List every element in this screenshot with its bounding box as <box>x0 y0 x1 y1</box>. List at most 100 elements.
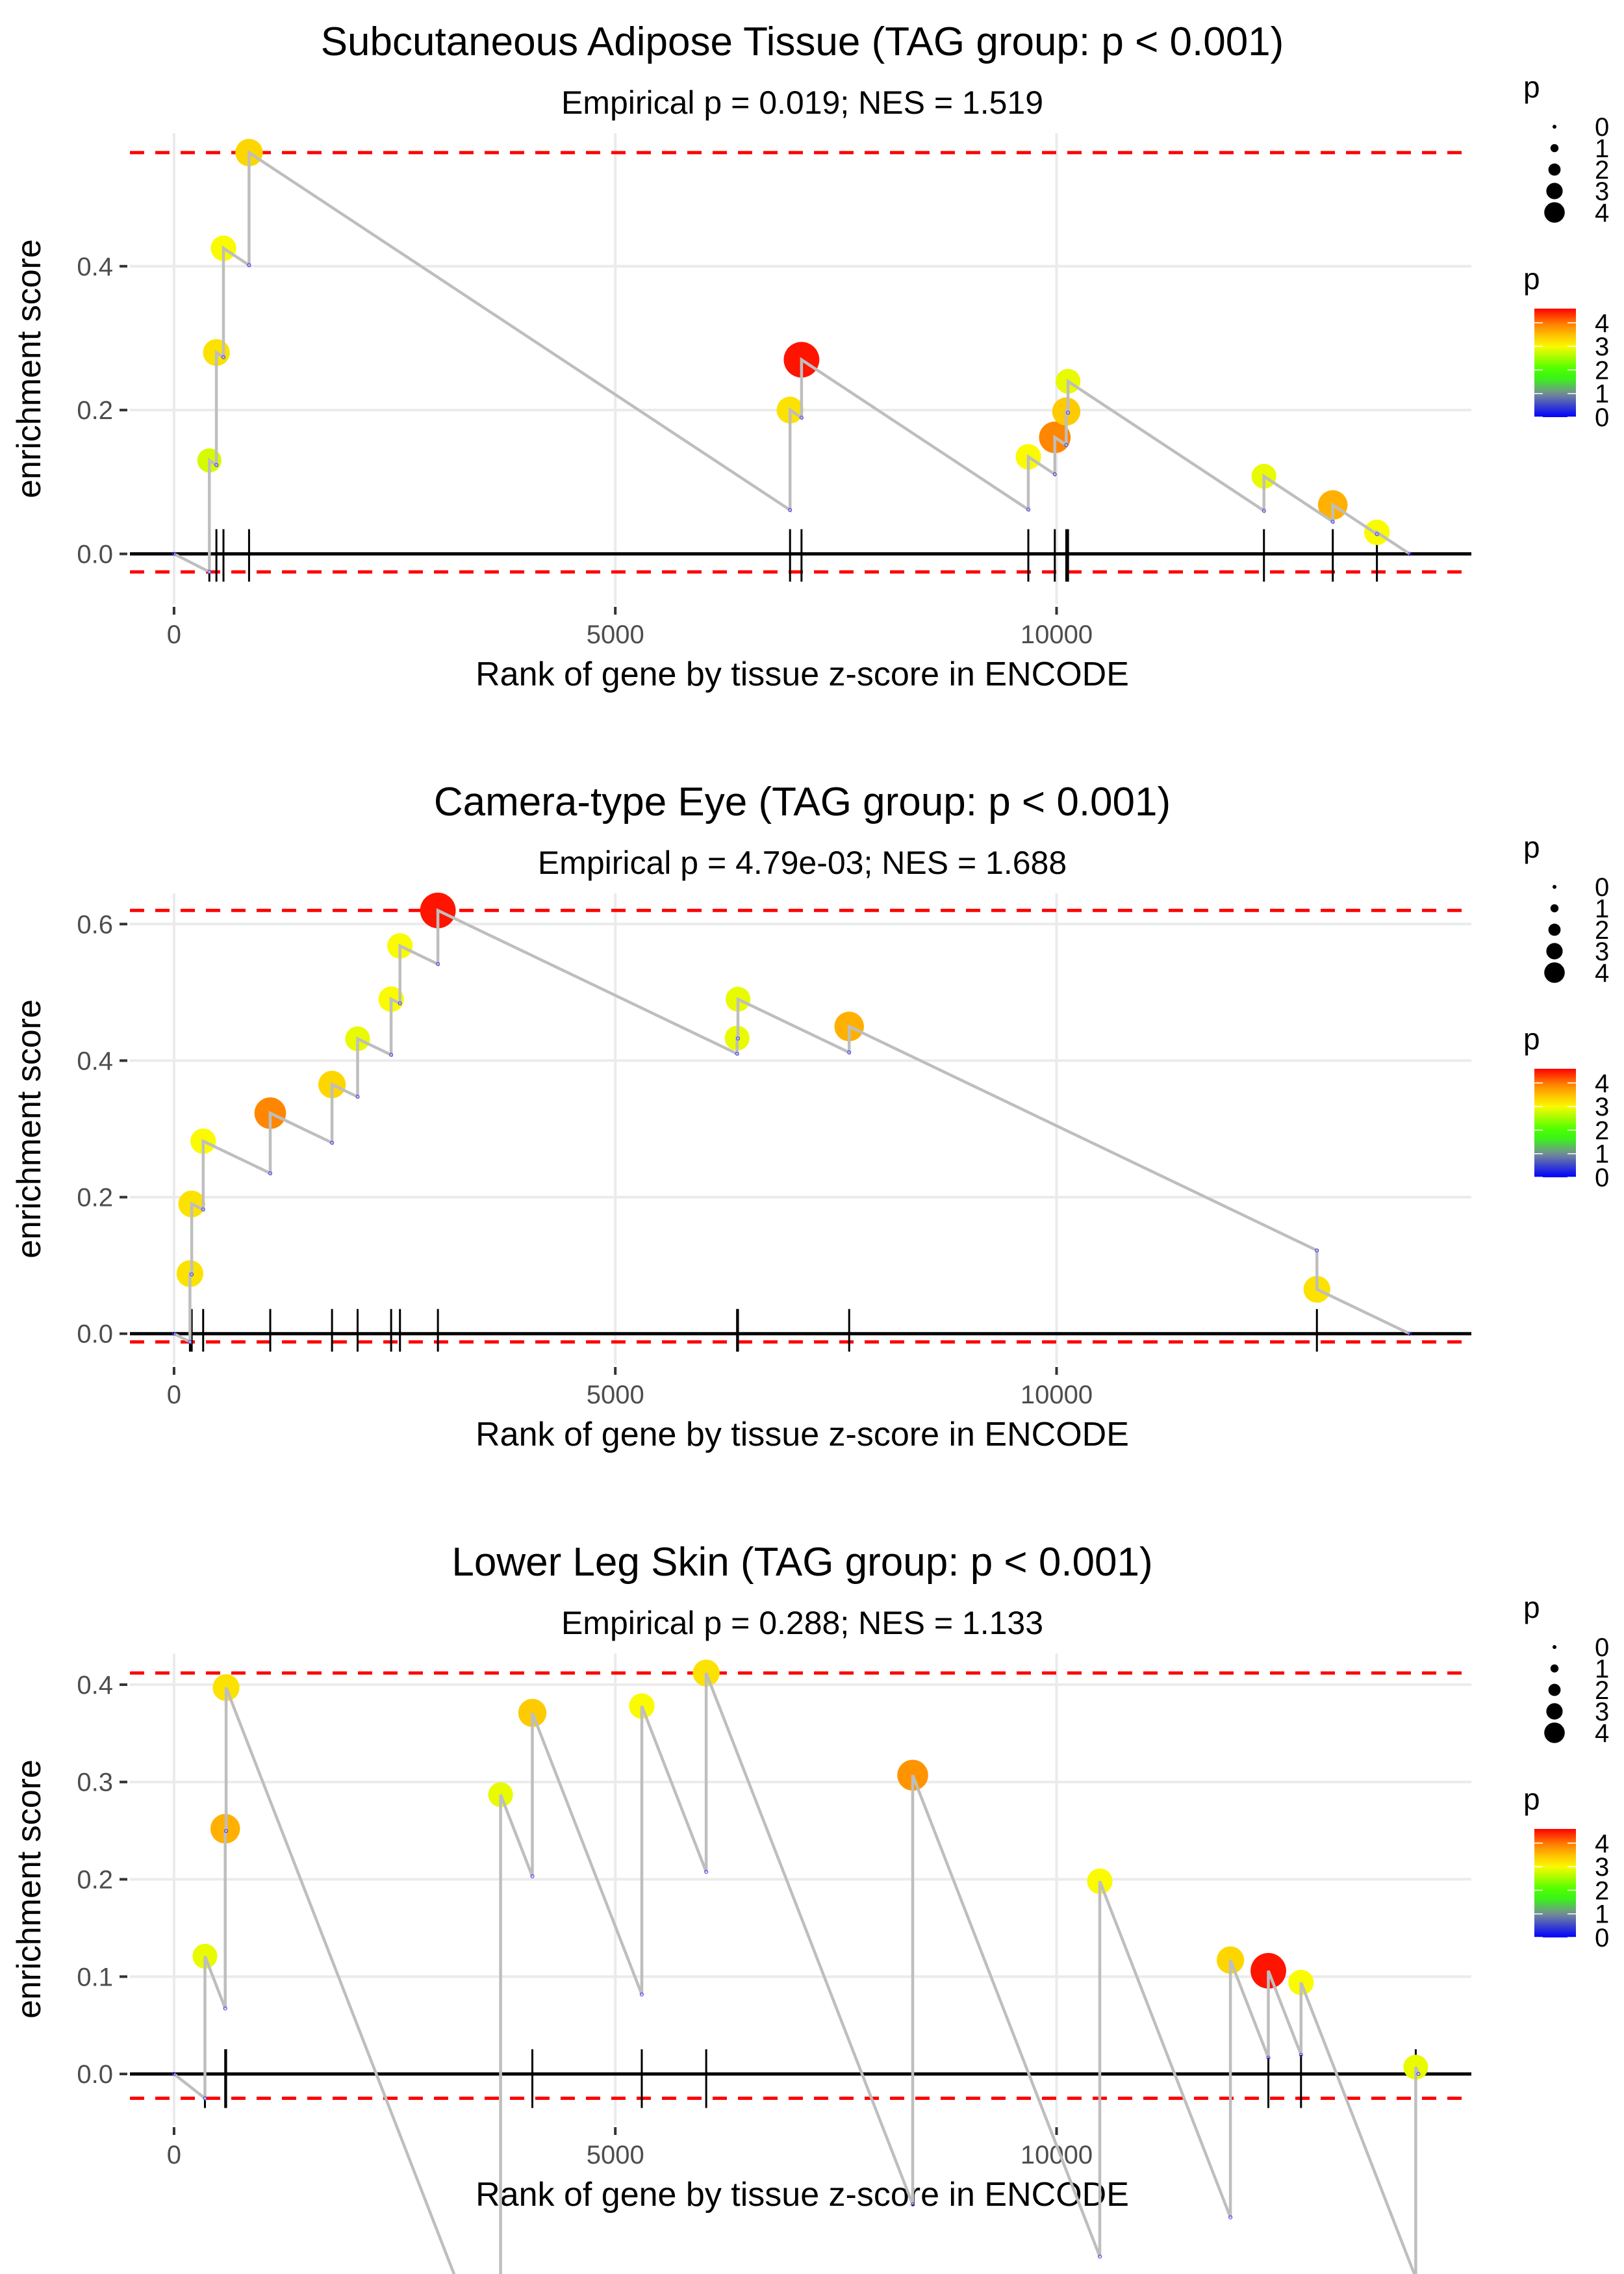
panel-1: Subcutaneous Adipose Tissue (TAG group: … <box>0 0 1624 754</box>
trough-point <box>788 508 793 513</box>
trough-point <box>171 1331 176 1336</box>
panel-2: Camera-type Eye (TAG group: p < 0.001) Em… <box>0 760 1624 1514</box>
size-legend-label: 3 <box>1595 938 1609 966</box>
y-tick-label: 0.0 <box>77 2060 113 2089</box>
trough-point <box>188 1340 192 1344</box>
trough-point <box>203 2096 207 2101</box>
trough-point <box>1228 2215 1233 2219</box>
size-legend-title: p <box>1523 830 1540 864</box>
size-legend-key <box>1544 962 1565 983</box>
chart-subtitle: Empirical p = 0.019; NES = 1.519 <box>561 84 1043 121</box>
size-legend-label: 0 <box>1595 873 1609 902</box>
trough-point <box>171 552 176 556</box>
size-legend-key <box>1553 1645 1556 1649</box>
chart-subtitle: Empirical p = 4.79e-03; NES = 1.688 <box>538 845 1067 881</box>
trough-point <box>1064 442 1069 447</box>
y-tick-label: 0.4 <box>77 1671 113 1700</box>
trough-point <box>704 1870 709 1874</box>
y-axis-title: enrichment score <box>10 999 48 1258</box>
size-legend-label: 4 <box>1595 199 1609 227</box>
size-legend-key <box>1544 202 1565 223</box>
trough-point <box>1407 1331 1412 1336</box>
size-legend-label: 2 <box>1595 916 1609 945</box>
size-legend-key <box>1550 144 1559 153</box>
gridlines <box>130 1654 1471 2125</box>
trough-point <box>847 1050 852 1054</box>
color-bar <box>1534 309 1576 417</box>
x-tick-label: 10000 <box>1021 620 1093 649</box>
color-legend-label: 1 <box>1595 1140 1609 1169</box>
trough-point <box>214 463 219 467</box>
size-legend-key <box>1550 904 1559 913</box>
size-legend-key <box>1553 885 1556 889</box>
size-legend-key <box>1550 1664 1559 1673</box>
y-tick-label: 0.1 <box>77 1963 113 1991</box>
y-tick-label: 0.2 <box>77 396 113 425</box>
trough-point <box>1262 509 1266 513</box>
chart-title: Camera-type Eye (TAG group: p < 0.001) <box>434 780 1171 824</box>
trough-point <box>1407 552 1412 556</box>
chart-svg: Camera-type Eye (TAG group: p < 0.001) Em… <box>10 780 1609 1453</box>
y-tick-label: 0.4 <box>77 1047 113 1075</box>
size-legend-label: 1 <box>1595 1655 1609 1683</box>
trough-point <box>436 962 440 966</box>
trough-point <box>1098 2255 1102 2259</box>
trough-point <box>1066 411 1071 415</box>
size-legend-label: 2 <box>1595 156 1609 185</box>
size-legend-label: 1 <box>1595 134 1609 163</box>
x-axis-title: Rank of gene by tissue z-score in ENCODE <box>476 656 1129 693</box>
chart-title: Subcutaneous Adipose Tissue (TAG group: … <box>321 19 1284 64</box>
trough-point <box>1375 532 1379 537</box>
y-tick-label: 0.0 <box>77 1320 113 1349</box>
trough-point <box>398 1001 402 1006</box>
y-tick-label: 0.4 <box>77 253 113 281</box>
chart-svg: Lower Leg Skin (TAG group: p < 0.001) Emp… <box>10 1540 1609 2274</box>
color-legend-label: 1 <box>1595 380 1609 409</box>
trough-point <box>1416 2072 1421 2076</box>
color-legend-label: 3 <box>1595 333 1609 361</box>
size-legend-label: 2 <box>1595 1676 1609 1705</box>
trough-point <box>224 1829 229 1833</box>
trough-point <box>355 1095 360 1099</box>
size-legend-title: p <box>1523 1591 1540 1624</box>
size-legend-label: 0 <box>1595 1633 1609 1662</box>
size-legend-label: 0 <box>1595 113 1609 142</box>
trough-point <box>222 355 226 359</box>
trough-point <box>530 1874 535 1879</box>
hit-points <box>197 138 1390 545</box>
trough-point <box>330 1140 335 1145</box>
color-legend-label: 0 <box>1595 403 1609 432</box>
size-legend-label: 4 <box>1595 1719 1609 1748</box>
size-legend-key <box>1546 183 1563 199</box>
x-tick-label: 0 <box>167 620 181 649</box>
color-legend-label: 3 <box>1595 1853 1609 1882</box>
trough-point <box>389 1053 394 1057</box>
x-tick-label: 5000 <box>587 1381 644 1409</box>
y-tick-label: 0.2 <box>77 1184 113 1212</box>
trough-point <box>190 1272 194 1277</box>
x-tick-label: 0 <box>167 2141 181 2169</box>
size-legend-key <box>1546 943 1563 960</box>
size-legend-key <box>1548 923 1561 936</box>
x-axis-title: Rank of gene by tissue z-score in ENCODE <box>476 2176 1129 2214</box>
trough-point <box>1052 472 1057 477</box>
color-legend-label: 2 <box>1595 1116 1609 1145</box>
trough-point <box>736 1036 741 1041</box>
y-axis-title: enrichment score <box>10 239 48 498</box>
color-legend-title: p <box>1523 1022 1540 1056</box>
trough-point <box>639 1992 644 1997</box>
color-bar <box>1534 1829 1576 1937</box>
size-legend-key <box>1544 1722 1565 1743</box>
color-legend-label: 4 <box>1595 1830 1609 1858</box>
y-tick-label: 0.6 <box>77 910 113 939</box>
y-axis-title: enrichment score <box>10 1759 48 2019</box>
trough-point <box>247 263 251 268</box>
trough-point <box>171 2072 176 2076</box>
color-legend-label: 2 <box>1595 1876 1609 1905</box>
running-es-line <box>173 1672 1420 2274</box>
size-legend-label: 4 <box>1595 959 1609 988</box>
size-legend-key <box>1548 1683 1561 1696</box>
color-legend-label: 3 <box>1595 1093 1609 1121</box>
color-legend-label: 4 <box>1595 1069 1609 1098</box>
x-axis-title: Rank of gene by tissue z-score in ENCODE <box>476 1416 1129 1453</box>
